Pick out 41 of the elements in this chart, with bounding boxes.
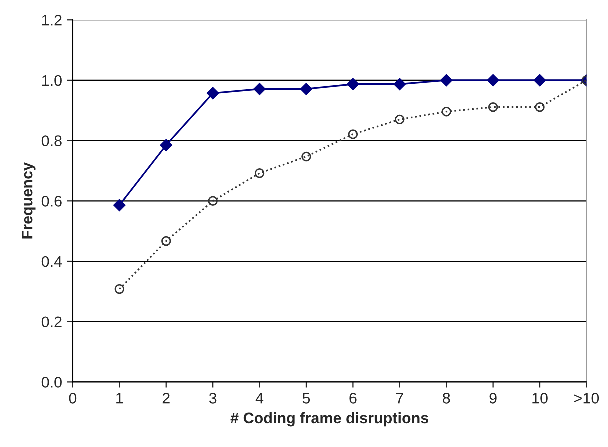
x-tick-label: 2 — [162, 393, 170, 404]
x-tick-label: >10 — [574, 393, 600, 404]
point — [160, 139, 172, 152]
point — [535, 102, 545, 112]
x-tick-label: 7 — [396, 393, 404, 404]
point — [442, 106, 452, 117]
x-tick-label: 9 — [490, 393, 497, 404]
y-tick-label: 1.0 — [42, 75, 62, 86]
point — [487, 74, 500, 87]
point — [534, 74, 546, 87]
y-tick-label: 0.8 — [42, 136, 62, 146]
point — [300, 83, 313, 96]
point — [302, 152, 312, 162]
x-axis-title: # Coding frame disruptions — [230, 412, 429, 427]
x-tick-label: 3 — [209, 393, 217, 404]
x-tick-label: 0 — [69, 393, 77, 404]
point — [440, 74, 453, 87]
y-tick-label: 0.2 — [42, 316, 62, 328]
x-tick-label: 8 — [443, 393, 450, 404]
y-tick-label: 0.6 — [42, 196, 62, 207]
point — [114, 199, 126, 212]
y-tick-label: 0.4 — [42, 256, 62, 268]
y-tick-label: 1.2 — [42, 14, 62, 26]
point — [114, 284, 125, 294]
x-tick-label: 10 — [532, 393, 548, 404]
point — [394, 78, 406, 90]
point — [488, 102, 498, 112]
point — [208, 196, 218, 206]
point — [254, 168, 265, 178]
point — [348, 130, 358, 140]
point — [162, 236, 172, 246]
x-tick-label: 6 — [350, 393, 357, 404]
y-tick-label: 0.0 — [42, 377, 62, 388]
x-tick-label: 4 — [256, 393, 264, 404]
point — [254, 83, 266, 96]
x-tick-label: 5 — [302, 393, 310, 404]
point — [395, 114, 405, 125]
y-axis-title: Frequency — [22, 162, 36, 239]
x-tick-label: 1 — [116, 393, 124, 404]
point — [206, 87, 220, 100]
point — [347, 78, 360, 90]
